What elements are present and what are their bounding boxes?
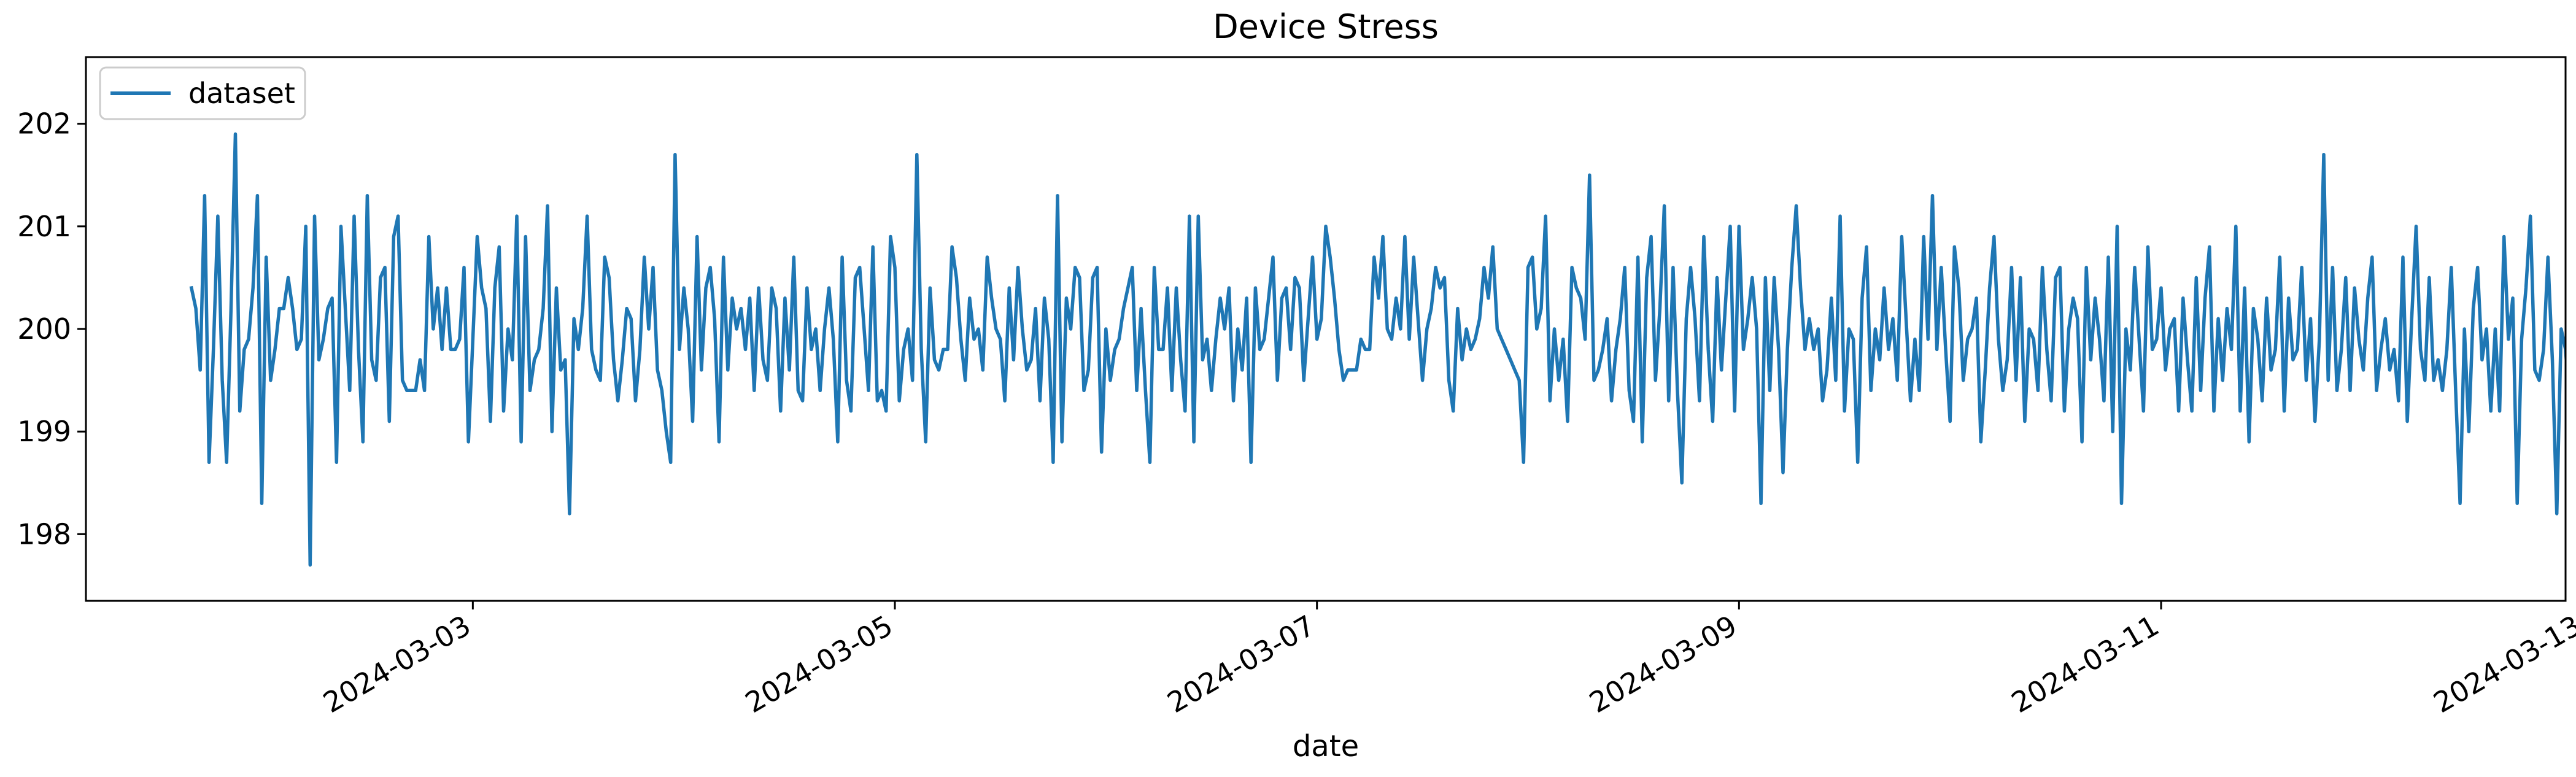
y-tick-label: 200 <box>17 312 71 346</box>
y-tick-label: 202 <box>17 107 71 141</box>
legend-label-dataset: dataset <box>188 77 295 110</box>
y-tick-label: 199 <box>17 415 71 448</box>
y-axis: 198 199 200 201 202 <box>17 107 86 551</box>
y-tick-label: 198 <box>17 517 71 551</box>
x-axis-label: date <box>1293 729 1359 763</box>
legend: dataset <box>99 66 306 120</box>
series-layer <box>189 132 2566 567</box>
series-line-dataset <box>189 132 2566 567</box>
chart-title: Device Stress <box>1213 7 1439 46</box>
plot-area <box>85 56 2567 602</box>
y-tick-label: 201 <box>17 210 71 243</box>
legend-frame <box>99 66 306 120</box>
